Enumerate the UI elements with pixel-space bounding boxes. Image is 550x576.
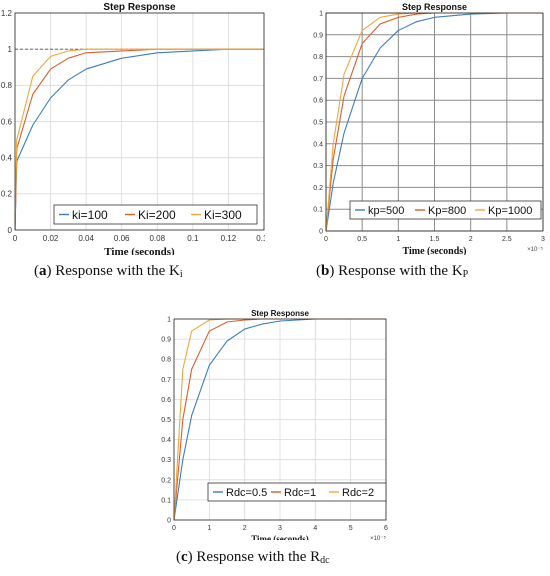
caption-a: (a) Response with the Ki (34, 263, 183, 280)
caption-a-text: Response with the K (55, 263, 180, 279)
y-tick-label: 0.2 (161, 477, 171, 484)
x-tick-label: 0.1 (187, 234, 199, 243)
legend-label-1: kp=500 (368, 205, 404, 217)
legend-label-2: Rdc=1 (284, 487, 316, 499)
x-tick-label: 2 (469, 236, 473, 243)
x-tick-label: 3 (541, 236, 545, 243)
x-tick-label: 1 (207, 525, 211, 532)
legend-label-2: Kp=800 (428, 205, 466, 217)
y-tick-label: 0 (319, 228, 323, 235)
y-tick-label: 0.1 (161, 497, 171, 504)
y-tick-label: 0.4 (161, 437, 171, 444)
x-tick-label: 0.08 (149, 234, 165, 243)
caption-b-sub: P (462, 269, 469, 280)
caption-c-text: Response with the R (196, 549, 321, 565)
x-tick-label: 0 (324, 236, 328, 243)
series-line-1 (14, 48, 264, 231)
y-tick-label: 0 (8, 226, 13, 235)
x-tick-label: 0.04 (78, 234, 94, 243)
caption-b-text: Response with the K (338, 263, 463, 279)
caption-c: (c) Response with the Rdc (176, 549, 330, 566)
y-tick-label: 0.3 (161, 457, 171, 464)
x-tick-label: 0.5 (357, 236, 367, 243)
caption-a-sub: i (179, 269, 183, 280)
x-tick-label: 6 (384, 525, 388, 532)
x-tick-label: 2.5 (502, 236, 512, 243)
chart-kp: 0 0.5 1 1.5 2 2.5 3 0 0.1 0.2 0.3 0.4 0.5 0.6 0.7 0.8 0.… (313, 2, 545, 255)
x-tick-label: 2 (243, 525, 247, 532)
legend-label-3: Kp=1000 (488, 205, 532, 217)
legend-box (53, 204, 258, 225)
y-tick-label: 0.8 (161, 357, 171, 364)
y-tick-label: 0.8 (313, 54, 323, 61)
y-tick-label: 1.2 (1, 9, 13, 18)
plot-frame (325, 12, 544, 232)
plot-frame (173, 318, 387, 521)
x-tick-label: 1 (396, 236, 400, 243)
caption-b: (b) Response with the KP (316, 263, 469, 280)
y-tick-label: 0.7 (161, 377, 171, 384)
legend-label-1: Rdc=0.5 (226, 487, 267, 499)
caption-c-label: c (181, 549, 188, 565)
x-exponent: ×10⁻⁵ (527, 246, 543, 253)
y-tick-label: 0.1 (313, 207, 323, 214)
y-tick-label: 0.5 (161, 417, 171, 424)
legend-label-1: ki=100 (72, 208, 108, 222)
caption-c-sub: dc (320, 555, 330, 566)
y-tick-label: 0.6 (1, 117, 13, 126)
y-tick-label: 0 (167, 517, 171, 524)
caption-b-label: b (321, 263, 330, 279)
chart-title: Step Response (103, 2, 176, 13)
y-tick-label: 0.8 (1, 81, 13, 90)
x-tick-label: 0.14 (256, 234, 265, 243)
legend-label-3: Rdc=2 (342, 487, 374, 499)
x-tick-label: 0.06 (114, 234, 130, 243)
x-axis-label: Time (seconds) (104, 246, 175, 255)
legend-box (207, 482, 387, 502)
plot-frame (14, 12, 265, 231)
y-tick-label: 0.9 (313, 32, 323, 39)
x-tick-label: 0.02 (43, 234, 59, 243)
series-line-3 (14, 48, 264, 231)
x-tick-label: 0.12 (221, 234, 237, 243)
x-tick-label: 4 (313, 525, 317, 532)
y-tick-label: 0.7 (313, 76, 323, 83)
legend-box (349, 200, 542, 220)
y-tick-label: 1 (167, 316, 171, 323)
y-tick-label: 0.4 (313, 141, 323, 148)
x-axis-label: Time (seconds) (251, 534, 309, 540)
x-tick-label: 0 (172, 525, 176, 532)
x-tick-label: 0 (13, 234, 18, 243)
y-tick-label: 1 (319, 10, 323, 17)
legend-label-3: Ki=300 (204, 208, 242, 222)
y-tick-label: 1 (8, 45, 13, 54)
x-tick-label: 5 (349, 525, 353, 532)
caption-a-label: a (39, 263, 47, 279)
y-tick-label: 0.9 (161, 337, 171, 344)
x-tick-label: 3 (278, 525, 282, 532)
x-exponent: ×10⁻⁵ (370, 535, 386, 540)
x-axis-label: Time (seconds) (403, 246, 467, 255)
chart-ki: 0 0.02 0.04 0.06 0.08 0.1 0.12 0.14 0 0.2 0.4 0.6 0.… (1, 2, 265, 255)
x-tick-label: 1.5 (430, 236, 440, 243)
y-tick-label: 0.6 (313, 98, 323, 105)
y-tick-label: 0.5 (313, 119, 323, 126)
chart-title: Step Response (402, 2, 467, 12)
y-tick-label: 0.6 (161, 397, 171, 404)
y-tick-label: 0.3 (313, 163, 323, 170)
chart-rdc: 0 1 2 3 4 5 6 0 0.1 0.2 0.3 0.4 0.5 0.6 0.7 0.8 0.9 1 Step… (161, 309, 388, 540)
y-tick-label: 0.2 (313, 185, 323, 192)
y-tick-label: 0.2 (1, 190, 13, 199)
series-line-1 (325, 12, 543, 232)
y-tick-label: 0.4 (1, 153, 13, 162)
chart-title: Step Response (251, 309, 309, 318)
legend-label-2: Ki=200 (138, 208, 176, 222)
